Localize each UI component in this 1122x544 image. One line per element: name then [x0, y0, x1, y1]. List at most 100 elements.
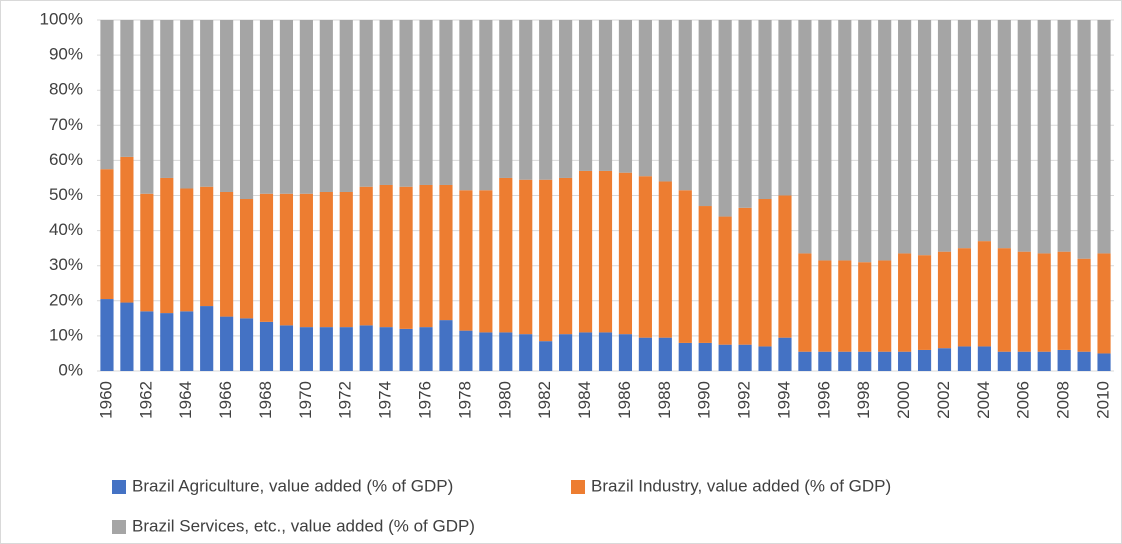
- bar-segment: [997, 20, 1011, 249]
- x-tick-label: 1988: [655, 381, 674, 419]
- y-tick-label: 40%: [49, 220, 83, 239]
- legend-label: Brazil Industry, value added (% of GDP): [591, 476, 891, 495]
- bar-segment: [499, 332, 513, 371]
- legend-swatch: [571, 480, 585, 494]
- bar-segment: [319, 191, 333, 328]
- bar-segment: [359, 20, 373, 187]
- bar-segment: [718, 20, 732, 217]
- bar-segment: [200, 20, 214, 187]
- bar-segment: [878, 351, 892, 371]
- bar-segment: [838, 20, 852, 261]
- bar-segment: [319, 327, 333, 371]
- bar-segment: [120, 156, 134, 303]
- x-tick-label: 1992: [735, 381, 754, 419]
- bar-segment: [100, 20, 114, 170]
- bar-segment: [160, 177, 174, 314]
- bar-segment: [798, 351, 812, 371]
- x-tick-label: 1982: [535, 381, 554, 419]
- bar-segment: [878, 260, 892, 352]
- bar-segment: [299, 20, 313, 194]
- bar-segment: [1037, 253, 1051, 352]
- bar-segment: [299, 193, 313, 328]
- y-tick-label: 80%: [49, 80, 83, 99]
- bar-segment: [778, 195, 792, 338]
- legend-label: Brazil Agriculture, value added (% of GD…: [132, 476, 453, 495]
- bar-segment: [898, 253, 912, 352]
- bar-segment: [598, 332, 613, 371]
- bar-segment: [160, 20, 174, 178]
- bar-segment: [379, 184, 393, 328]
- y-tick-label: 70%: [49, 115, 83, 134]
- bar-segment: [598, 170, 613, 333]
- bar-segment: [239, 20, 254, 200]
- bar-segment: [200, 186, 214, 307]
- bar-segment: [379, 327, 393, 371]
- bar-segment: [279, 20, 294, 194]
- y-tick-label: 60%: [49, 150, 83, 169]
- x-tick-label: 2000: [894, 381, 913, 419]
- bar-segment: [359, 186, 373, 326]
- bar-segment: [479, 332, 493, 371]
- bar-segment: [818, 20, 832, 261]
- bar-segment: [698, 206, 712, 343]
- bar-segment: [239, 199, 254, 319]
- bar-segment: [738, 207, 752, 345]
- bar-segment: [419, 327, 433, 371]
- bar-segment: [698, 342, 712, 371]
- bar-segment: [878, 20, 892, 261]
- bar-segment: [1077, 351, 1091, 371]
- bar-segment: [220, 20, 234, 192]
- bar-segment: [1017, 351, 1031, 371]
- bar-segment: [937, 348, 952, 371]
- x-tick-label: 1960: [96, 381, 115, 419]
- bar-segment: [838, 351, 852, 371]
- bar-segment: [997, 351, 1011, 371]
- y-tick-label: 30%: [49, 255, 83, 274]
- bar-segment: [858, 20, 872, 263]
- bar-segment: [259, 20, 274, 194]
- bar-segment: [638, 176, 652, 338]
- bar-segment: [399, 20, 413, 187]
- x-tick-label: 1972: [336, 381, 355, 419]
- x-tick-label: 1984: [575, 381, 594, 419]
- bar-segment: [858, 351, 872, 371]
- bar-segment: [479, 190, 493, 333]
- legend-label: Brazil Services, etc., value added (% of…: [132, 516, 475, 535]
- bar-segment: [1097, 20, 1111, 254]
- bar-segment: [419, 20, 433, 185]
- bar-segment: [220, 191, 234, 317]
- bar-segment: [957, 20, 972, 249]
- bar-segment: [120, 20, 134, 157]
- bar-segment: [539, 179, 553, 342]
- bar-segment: [499, 177, 513, 333]
- bar-segment: [838, 260, 852, 352]
- bar-segment: [439, 184, 453, 321]
- bar-segment: [559, 177, 573, 335]
- bar-segment: [180, 311, 194, 371]
- x-tick-label: 1968: [256, 381, 275, 419]
- x-tick-label: 1994: [774, 381, 793, 419]
- bar-segment: [917, 349, 932, 371]
- bar-segment: [519, 334, 533, 371]
- bar-segment: [459, 190, 473, 331]
- bar-segment: [100, 169, 114, 300]
- bar-segment: [499, 20, 513, 178]
- x-tick-label: 1964: [176, 381, 195, 419]
- bar-segment: [917, 20, 932, 256]
- bar-segment: [120, 302, 134, 371]
- x-tick-label: 1990: [695, 381, 714, 419]
- bar-segment: [359, 325, 373, 371]
- bar-segment: [618, 334, 633, 371]
- bar-segment: [758, 346, 772, 371]
- bar-segment: [559, 334, 573, 371]
- x-tick-label: 1962: [136, 381, 155, 419]
- bar-segment: [220, 316, 234, 371]
- legend-swatch: [112, 480, 126, 494]
- bar-segment: [1037, 351, 1051, 371]
- bar-segment: [399, 328, 413, 371]
- bar-segment: [798, 20, 812, 254]
- bar-segment: [519, 179, 533, 335]
- bar-segment: [239, 318, 254, 371]
- bar-segment: [339, 20, 353, 192]
- bar-segment: [140, 311, 154, 371]
